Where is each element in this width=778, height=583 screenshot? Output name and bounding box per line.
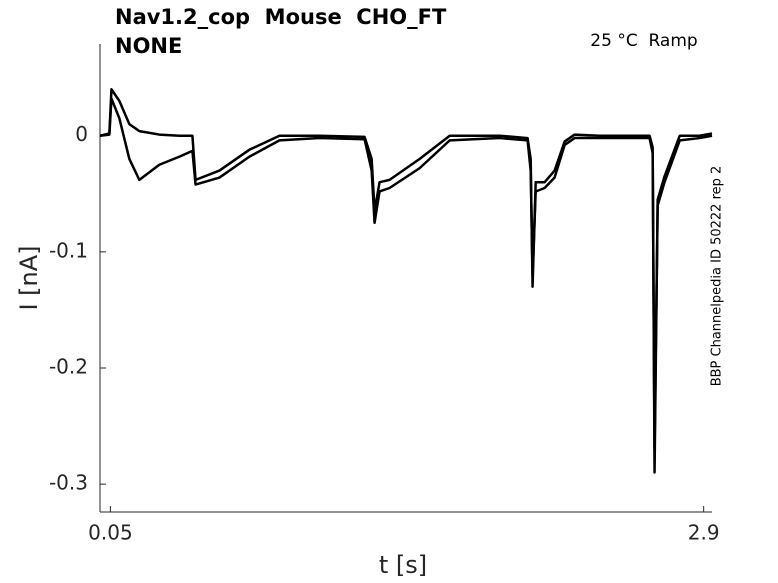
x-axis-label: t [s] [379,551,427,579]
x-tick-label: 2.9 [688,521,720,545]
trace [99,88,713,474]
y-tick-label: -0.3 [49,471,88,495]
chart-title: Nav1.2_cop Mouse CHO_FT [115,5,447,29]
side-note: BBP Channelpedia ID 50222 rep 2 [710,166,725,387]
chart-subtitle: NONE [115,34,182,58]
trace [99,97,713,451]
y-tick-label: -0.2 [49,355,88,379]
annotation: 25 °C Ramp [590,31,697,51]
x-tick-label: 0.05 [88,521,133,545]
y-tick-label: 0 [75,122,88,146]
y-tick-label: -0.1 [49,238,88,262]
y-axis-label: I [nA] [15,245,43,310]
